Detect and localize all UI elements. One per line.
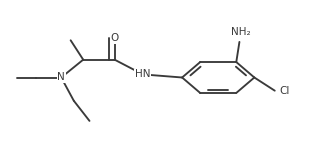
Text: Cl: Cl <box>279 86 290 96</box>
Text: NH₂: NH₂ <box>231 27 251 37</box>
Text: N: N <box>57 73 65 82</box>
Text: HN: HN <box>135 69 151 79</box>
Text: O: O <box>111 33 119 43</box>
